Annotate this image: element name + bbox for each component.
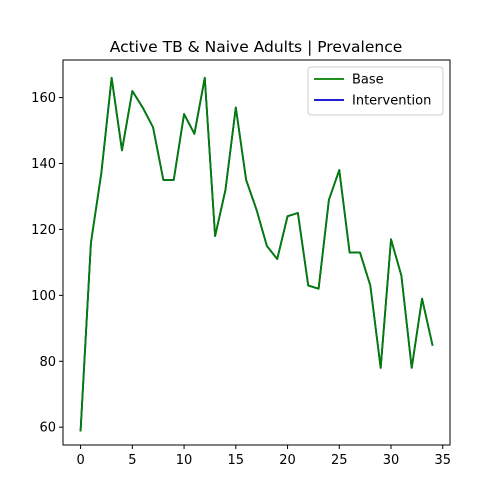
x-tick-label: 15 — [228, 453, 245, 468]
series-line-base — [79, 76, 434, 432]
y-tick-label: 120 — [31, 223, 56, 238]
y-tick-label: 100 — [31, 289, 56, 304]
legend-label-base: Base — [352, 73, 384, 88]
x-tick-label: 0 — [76, 453, 84, 468]
x-tick-label: 5 — [128, 453, 136, 468]
legend: Base Intervention — [307, 66, 444, 116]
x-tick-label: 20 — [279, 453, 296, 468]
series-line-intervention — [79, 76, 434, 432]
y-axis: 60 80 100 120 140 160 — [31, 91, 63, 436]
legend-label-intervention: Intervention — [352, 94, 431, 109]
y-tick-label: 80 — [39, 355, 56, 370]
y-tick-label: 140 — [31, 157, 56, 172]
x-axis: 0 5 10 15 20 25 30 35 — [76, 445, 451, 468]
series-layer — [79, 76, 434, 432]
x-tick-label: 35 — [434, 453, 451, 468]
y-tick-label: 60 — [39, 421, 56, 436]
x-tick-label: 25 — [331, 453, 348, 468]
chart-title: Active TB & Naive Adults | Prevalence — [110, 38, 403, 56]
x-tick-label: 10 — [176, 453, 193, 468]
x-tick-label: 30 — [383, 453, 400, 468]
plot-frame — [62, 59, 451, 446]
y-tick-label: 160 — [31, 91, 56, 106]
